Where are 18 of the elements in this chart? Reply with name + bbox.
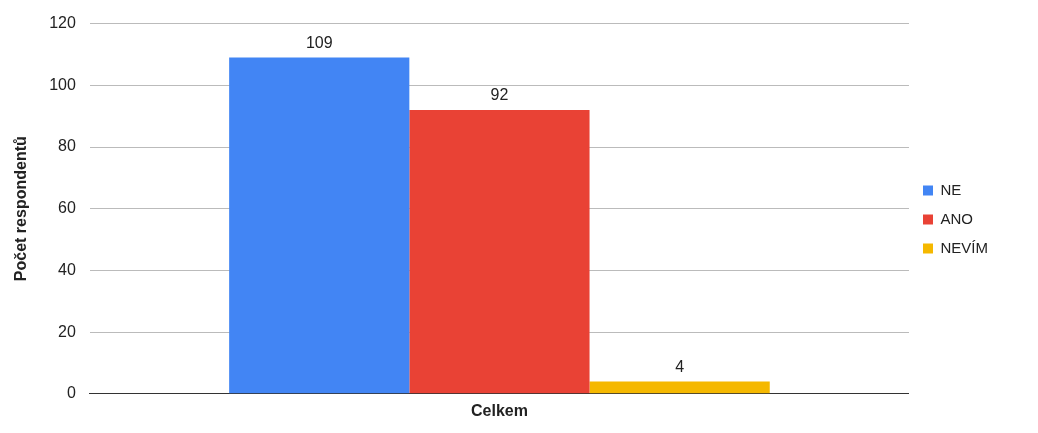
y-tick-label: 120 — [49, 14, 76, 32]
y-tick-label: 80 — [58, 137, 76, 155]
y-axis-title: Počet respondentů — [12, 136, 30, 282]
legend-label: NEVÍM — [940, 238, 989, 256]
data-label: 4 — [675, 357, 685, 375]
bar — [589, 381, 770, 394]
y-tick-label: 20 — [58, 322, 76, 340]
legend-label: NE — [940, 180, 962, 198]
x-tick-label: Celkem — [470, 401, 528, 419]
bar — [409, 109, 590, 394]
y-tick-label: 0 — [66, 384, 76, 402]
data-label: 109 — [305, 33, 333, 51]
legend-label: ANO — [940, 209, 974, 227]
y-tick-label: 60 — [58, 199, 76, 217]
y-tick-label: 100 — [49, 75, 76, 93]
bar — [229, 57, 410, 394]
y-tick-label: 40 — [58, 260, 76, 278]
data-label: 92 — [490, 86, 509, 104]
